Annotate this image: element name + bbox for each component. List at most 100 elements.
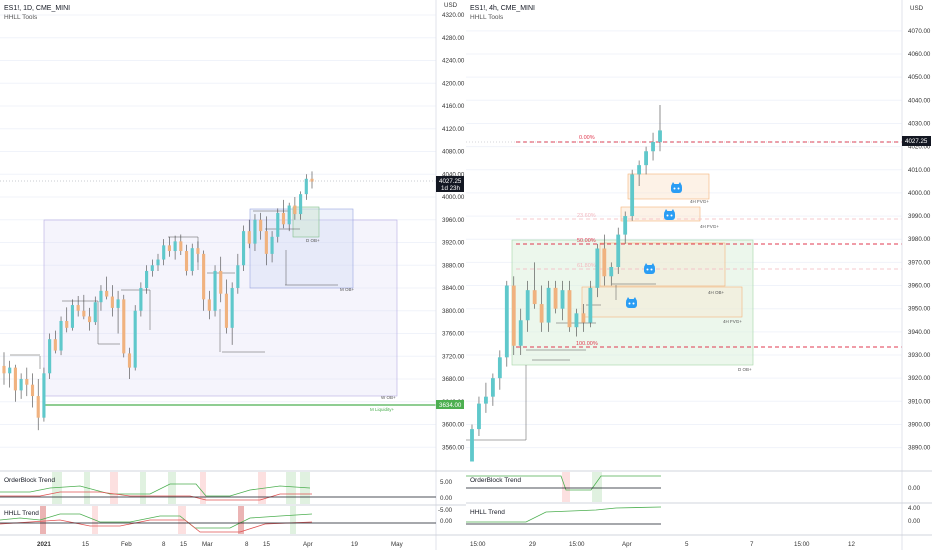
candle-body <box>25 379 29 385</box>
daily-order-block-zone <box>292 206 320 238</box>
price-tick-label: 3800.00 <box>442 308 465 315</box>
ob-tick: -5.00 <box>438 507 453 514</box>
trend-shade <box>238 506 244 534</box>
daily-candles <box>2 171 314 431</box>
left-indicator-name: HHLL Tools <box>4 14 38 21</box>
fib-label: 23.60% <box>577 213 596 219</box>
candle-body <box>609 267 614 277</box>
candle-body <box>30 384 35 397</box>
time-label: 15:00 <box>470 541 486 548</box>
fib-label: 100.00% <box>576 341 598 347</box>
candle-body <box>87 316 92 323</box>
price-tick-label: 4010.00 <box>908 167 931 174</box>
candle-body <box>202 253 206 300</box>
fvg-label: 4H FVG+ <box>700 224 719 229</box>
candle-body <box>133 310 137 368</box>
trend-line <box>0 483 311 497</box>
right-price-axis[interactable]: 4070.00 4060.00 4050.00 4040.00 4030.00 4020.… <box>908 28 931 452</box>
fvg-label: 4H FVG+ <box>723 319 742 324</box>
candle-body <box>299 194 303 215</box>
candle-body <box>184 251 189 271</box>
hhll-trend-pane[interactable] <box>0 506 436 534</box>
time-label: 15 <box>82 541 89 548</box>
price-tick-label: 4060.00 <box>908 51 931 58</box>
trend-line <box>0 519 313 533</box>
candle-body <box>13 367 17 391</box>
ob-zone <box>599 242 726 287</box>
candle-body <box>560 290 565 309</box>
right-indicator-name: HHLL Tools <box>470 14 504 21</box>
candle-body <box>93 302 97 323</box>
fvg-zone <box>620 206 701 222</box>
price-tick-label: 3910.00 <box>908 398 931 405</box>
hhll-title: HHLL Trend <box>4 510 39 517</box>
candle-body <box>602 248 607 277</box>
time-label: Feb <box>121 541 132 548</box>
last-price-badge <box>436 176 464 192</box>
hhll-title: HHLL Trend <box>470 509 505 516</box>
liquidity-label: M Liquidity+ <box>370 407 395 412</box>
candle-body <box>8 367 12 374</box>
hhll-trend-pane[interactable] <box>466 506 662 525</box>
time-label: 15:00 <box>794 541 810 548</box>
fib-label: 61.80% <box>577 263 596 269</box>
orderblock-trend-pane[interactable] <box>0 472 436 504</box>
price-tick-label: 3960.00 <box>908 283 931 290</box>
candle-body <box>539 304 544 323</box>
daily-chart[interactable]: W OB+ M OB+ D OB+ M Liquidity+ ES1!, 1D,… <box>0 0 466 550</box>
four-hour-chart-pane[interactable]: 4H FVG+ 4H FVG+ 4H OB+ 4H FVG+ D OB+ 0.0… <box>466 0 932 550</box>
price-tick-label: 3890.00 <box>908 445 931 452</box>
candle-body <box>293 205 297 215</box>
candle-body <box>470 429 474 462</box>
price-tick-label: 4280.00 <box>442 35 465 42</box>
left-price-axis[interactable]: 4320.00 4280.00 4240.00 4200.00 4160.00 4120.… <box>442 12 465 451</box>
candle-body <box>276 212 280 237</box>
four-hour-chart[interactable]: 4H FVG+ 4H FVG+ 4H OB+ 4H FVG+ D OB+ 0.0… <box>466 0 932 550</box>
candle-body <box>190 248 194 271</box>
candle-body <box>511 285 516 346</box>
orderblock-title: OrderBlock Trend <box>4 477 55 484</box>
candle-body <box>567 290 572 328</box>
candle-body <box>644 151 648 166</box>
candle-body <box>162 245 166 260</box>
price-tick-label: 3600.00 <box>442 422 465 429</box>
time-label: 29 <box>529 541 536 548</box>
orderblock-trend-pane[interactable] <box>466 472 661 502</box>
cat-icon <box>671 182 682 193</box>
price-tick-label: 4160.00 <box>442 103 465 110</box>
candle-body <box>224 293 229 328</box>
candle-body <box>247 231 251 244</box>
cat-icon <box>664 209 675 220</box>
candle-body <box>236 265 240 288</box>
hhll-tick: 4.00 <box>908 505 921 512</box>
right-time-axis[interactable]: 15:00 29 15:00 Apr 5 7 15:00 12 <box>470 541 855 548</box>
trend-shade <box>140 472 146 504</box>
trend-shade <box>200 472 206 504</box>
cat-icon <box>644 263 655 274</box>
left-symbol-title: ES1!, 1D, CME_MINI <box>4 5 70 12</box>
price-tick-label: 4040.00 <box>908 97 931 104</box>
left-time-axis[interactable]: 2021 15 Feb 8 15 Mar 8 15 Apr 19 May <box>37 541 404 548</box>
daily-ob-label: D OB+ <box>306 238 320 243</box>
trend-line <box>466 475 661 491</box>
price-tick-label: 3960.00 <box>442 217 465 224</box>
price-tick-label: 3920.00 <box>442 240 465 247</box>
price-tick-label: 4200.00 <box>442 80 465 87</box>
price-tick-label: 3940.00 <box>908 329 931 336</box>
trend-shade <box>286 472 296 504</box>
candle-body <box>637 165 642 175</box>
price-tick-label: 3560.00 <box>442 444 465 451</box>
trend-shade <box>592 472 602 502</box>
time-label: 7 <box>750 541 754 548</box>
candle-body <box>230 288 234 328</box>
weekly-ob-label: M OB+ <box>340 287 355 292</box>
time-label: 15 <box>180 541 187 548</box>
fvg-zone <box>581 286 743 318</box>
last-price-value: 4027.25 <box>905 138 928 145</box>
candle-body <box>167 245 171 252</box>
daily-chart-pane[interactable]: W OB+ M OB+ D OB+ M Liquidity+ ES1!, 1D,… <box>0 0 466 550</box>
trend-shade <box>40 506 46 534</box>
trend-shade <box>290 506 296 534</box>
price-tick-label: 4240.00 <box>442 58 465 65</box>
price-tick-label: 3900.00 <box>908 421 931 428</box>
